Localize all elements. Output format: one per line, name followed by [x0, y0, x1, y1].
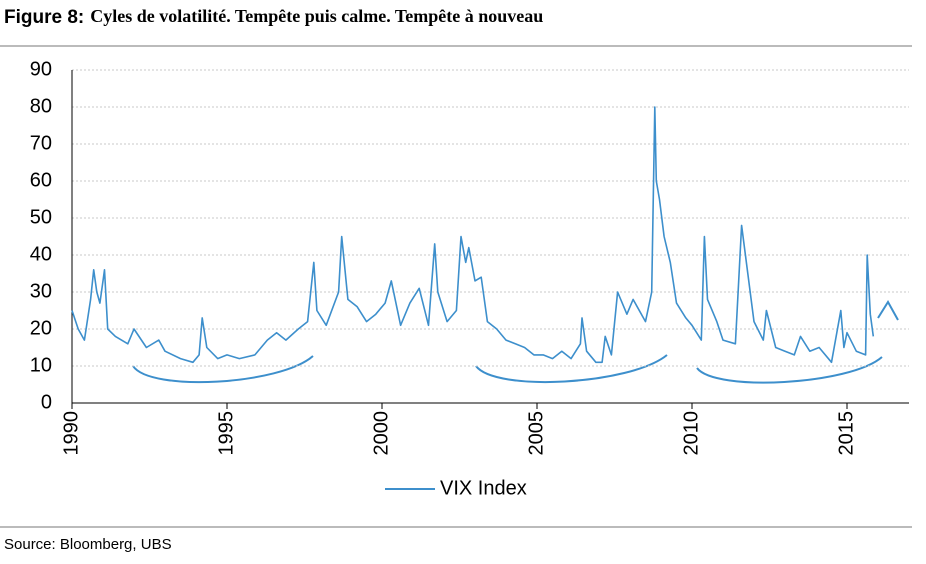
source: Source: Bloomberg, UBS — [4, 536, 172, 553]
arrow — [877, 300, 899, 321]
x-tick-label: 2015 — [835, 411, 857, 456]
y-tick-label: 10 — [30, 354, 52, 376]
x-tick-label: 2010 — [680, 411, 702, 456]
y-tick-label: 40 — [30, 243, 52, 265]
y-tick-label: 50 — [30, 206, 52, 228]
y-tick-label: 0 — [41, 391, 52, 413]
trough-arc — [475, 354, 668, 383]
trough-arc — [132, 355, 314, 384]
x-tick-label: 1995 — [215, 411, 237, 456]
y-tick-label: 30 — [30, 280, 52, 302]
y-tick-label: 90 — [30, 58, 52, 80]
title-text: Cyles de volatilité. Tempête puis calme.… — [90, 6, 543, 26]
trough-arc — [696, 356, 883, 384]
x-tick-label: 1990 — [60, 411, 82, 456]
y-tick-label: 60 — [30, 169, 52, 191]
chart-title: Figure 8: Cyles de volatilité. Tempête pu… — [4, 6, 543, 28]
x-tick-label: 2000 — [370, 411, 392, 456]
legend-label: VIX Index — [440, 477, 527, 499]
y-tick-label: 20 — [30, 317, 52, 339]
x-tick-label: 2005 — [525, 411, 547, 456]
y-tick-label: 80 — [30, 95, 52, 117]
data-line — [71, 106, 875, 364]
title-label: Figure 8: — [4, 7, 84, 28]
annotations — [132, 300, 899, 384]
y-tick-label: 70 — [30, 132, 52, 154]
